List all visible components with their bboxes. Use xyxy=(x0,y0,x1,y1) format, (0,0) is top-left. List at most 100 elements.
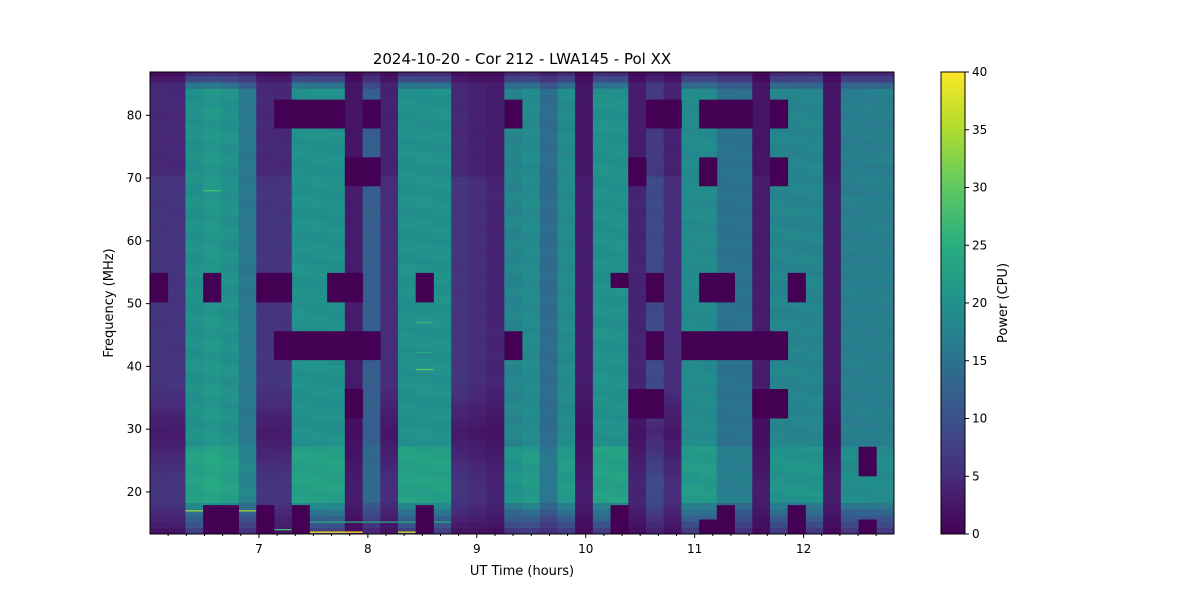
heatmap-cell xyxy=(716,358,735,365)
heatmap-cell xyxy=(344,264,363,271)
heatmap-cell xyxy=(858,75,877,83)
heatmap-cell xyxy=(522,464,541,472)
heatmap-cell xyxy=(592,439,611,447)
heatmap-cell xyxy=(681,72,700,77)
heatmap-cell xyxy=(610,132,629,139)
heatmap-cell xyxy=(557,477,576,485)
heatmap-cell xyxy=(716,433,735,441)
heatmap-cell xyxy=(663,446,682,453)
heatmap-cell xyxy=(150,395,169,403)
heatmap-cell xyxy=(167,151,186,158)
heatmap-cell xyxy=(539,502,558,510)
heatmap-cell xyxy=(468,169,487,177)
heatmap-cell xyxy=(504,94,523,102)
heatmap-cell xyxy=(805,421,824,428)
heatmap-cell xyxy=(468,176,487,183)
heatmap-cell xyxy=(681,94,700,102)
heatmap-cell xyxy=(415,458,434,466)
heatmap-cell xyxy=(628,151,647,158)
heatmap-cell xyxy=(787,339,806,347)
heatmap-cell xyxy=(203,320,222,328)
heatmap-cell xyxy=(238,446,257,453)
heatmap-cell xyxy=(787,358,806,365)
heatmap-cell xyxy=(840,351,859,359)
heatmap-cell xyxy=(185,414,204,422)
heatmap-cell xyxy=(592,333,611,340)
heatmap-cell xyxy=(823,408,842,416)
heatmap-cell xyxy=(752,119,771,127)
heatmap-cell xyxy=(805,270,824,278)
heatmap-cell xyxy=(380,370,399,378)
heatmap-cell xyxy=(327,521,346,529)
heatmap-cell xyxy=(840,483,859,491)
heatmap-cell xyxy=(557,308,576,315)
heatmap-cell xyxy=(787,107,806,114)
heatmap-cell xyxy=(150,377,169,384)
heatmap-cell xyxy=(610,82,629,89)
heatmap-cell xyxy=(433,402,452,409)
heatmap-cell xyxy=(770,295,789,303)
heatmap-cell xyxy=(504,195,523,202)
heatmap-cell xyxy=(185,72,204,77)
heatmap-cell xyxy=(646,383,665,391)
heatmap-cell xyxy=(858,157,877,165)
flagged-cell xyxy=(504,331,523,361)
heatmap-cell xyxy=(876,163,895,171)
heatmap-cell xyxy=(327,370,346,378)
flagged-cell xyxy=(752,331,771,361)
flagged-cell xyxy=(646,331,665,361)
heatmap-cell xyxy=(220,188,239,196)
heatmap-cell xyxy=(167,458,186,466)
heatmap-cell xyxy=(610,377,629,384)
heatmap-cell xyxy=(787,308,806,315)
heatmap-cell xyxy=(681,377,700,384)
heatmap-cell xyxy=(380,157,399,165)
heatmap-cell xyxy=(167,88,186,95)
heatmap-cell xyxy=(840,471,859,478)
heatmap-cell xyxy=(256,169,275,177)
heatmap-cell xyxy=(681,408,700,416)
heatmap-cell xyxy=(628,421,647,428)
heatmap-cell xyxy=(805,276,824,284)
heatmap-cell xyxy=(823,496,842,504)
heatmap-cell xyxy=(716,264,735,271)
heatmap-cell xyxy=(468,257,487,265)
heatmap-cell xyxy=(274,182,293,190)
flagged-cell xyxy=(220,505,239,535)
heatmap-cell xyxy=(380,94,399,102)
heatmap-cell xyxy=(770,433,789,441)
heatmap-cell xyxy=(220,364,239,372)
heatmap-cell xyxy=(876,176,895,183)
heatmap-cell xyxy=(238,107,257,114)
heatmap-cell xyxy=(770,358,789,365)
heatmap-cell xyxy=(716,414,735,422)
heatmap-cell xyxy=(327,389,346,397)
heatmap-cell xyxy=(575,144,594,152)
heatmap-cell xyxy=(805,207,824,215)
heatmap-cell xyxy=(220,295,239,303)
heatmap-cell xyxy=(858,377,877,384)
heatmap-cell xyxy=(823,72,842,77)
heatmap-cell xyxy=(167,100,186,108)
heatmap-cell xyxy=(770,264,789,271)
heatmap-cell xyxy=(823,301,842,309)
heatmap-cell xyxy=(309,377,328,384)
heatmap-cell xyxy=(539,464,558,472)
heatmap-cell xyxy=(256,264,275,271)
heatmap-cell xyxy=(787,314,806,321)
heatmap-cell xyxy=(362,521,381,529)
heatmap-cell xyxy=(433,276,452,284)
heatmap-cell xyxy=(150,176,169,183)
heatmap-cell xyxy=(468,82,487,89)
heatmap-cell xyxy=(628,496,647,504)
heatmap-cell xyxy=(681,213,700,221)
heatmap-cell xyxy=(238,370,257,378)
heatmap-cell xyxy=(203,452,222,460)
heatmap-cell xyxy=(167,490,186,497)
heatmap-cell xyxy=(787,94,806,102)
heatmap-cell xyxy=(203,402,222,409)
heatmap-cell xyxy=(504,226,523,234)
heatmap-cell xyxy=(805,113,824,121)
heatmap-cell xyxy=(380,138,399,146)
